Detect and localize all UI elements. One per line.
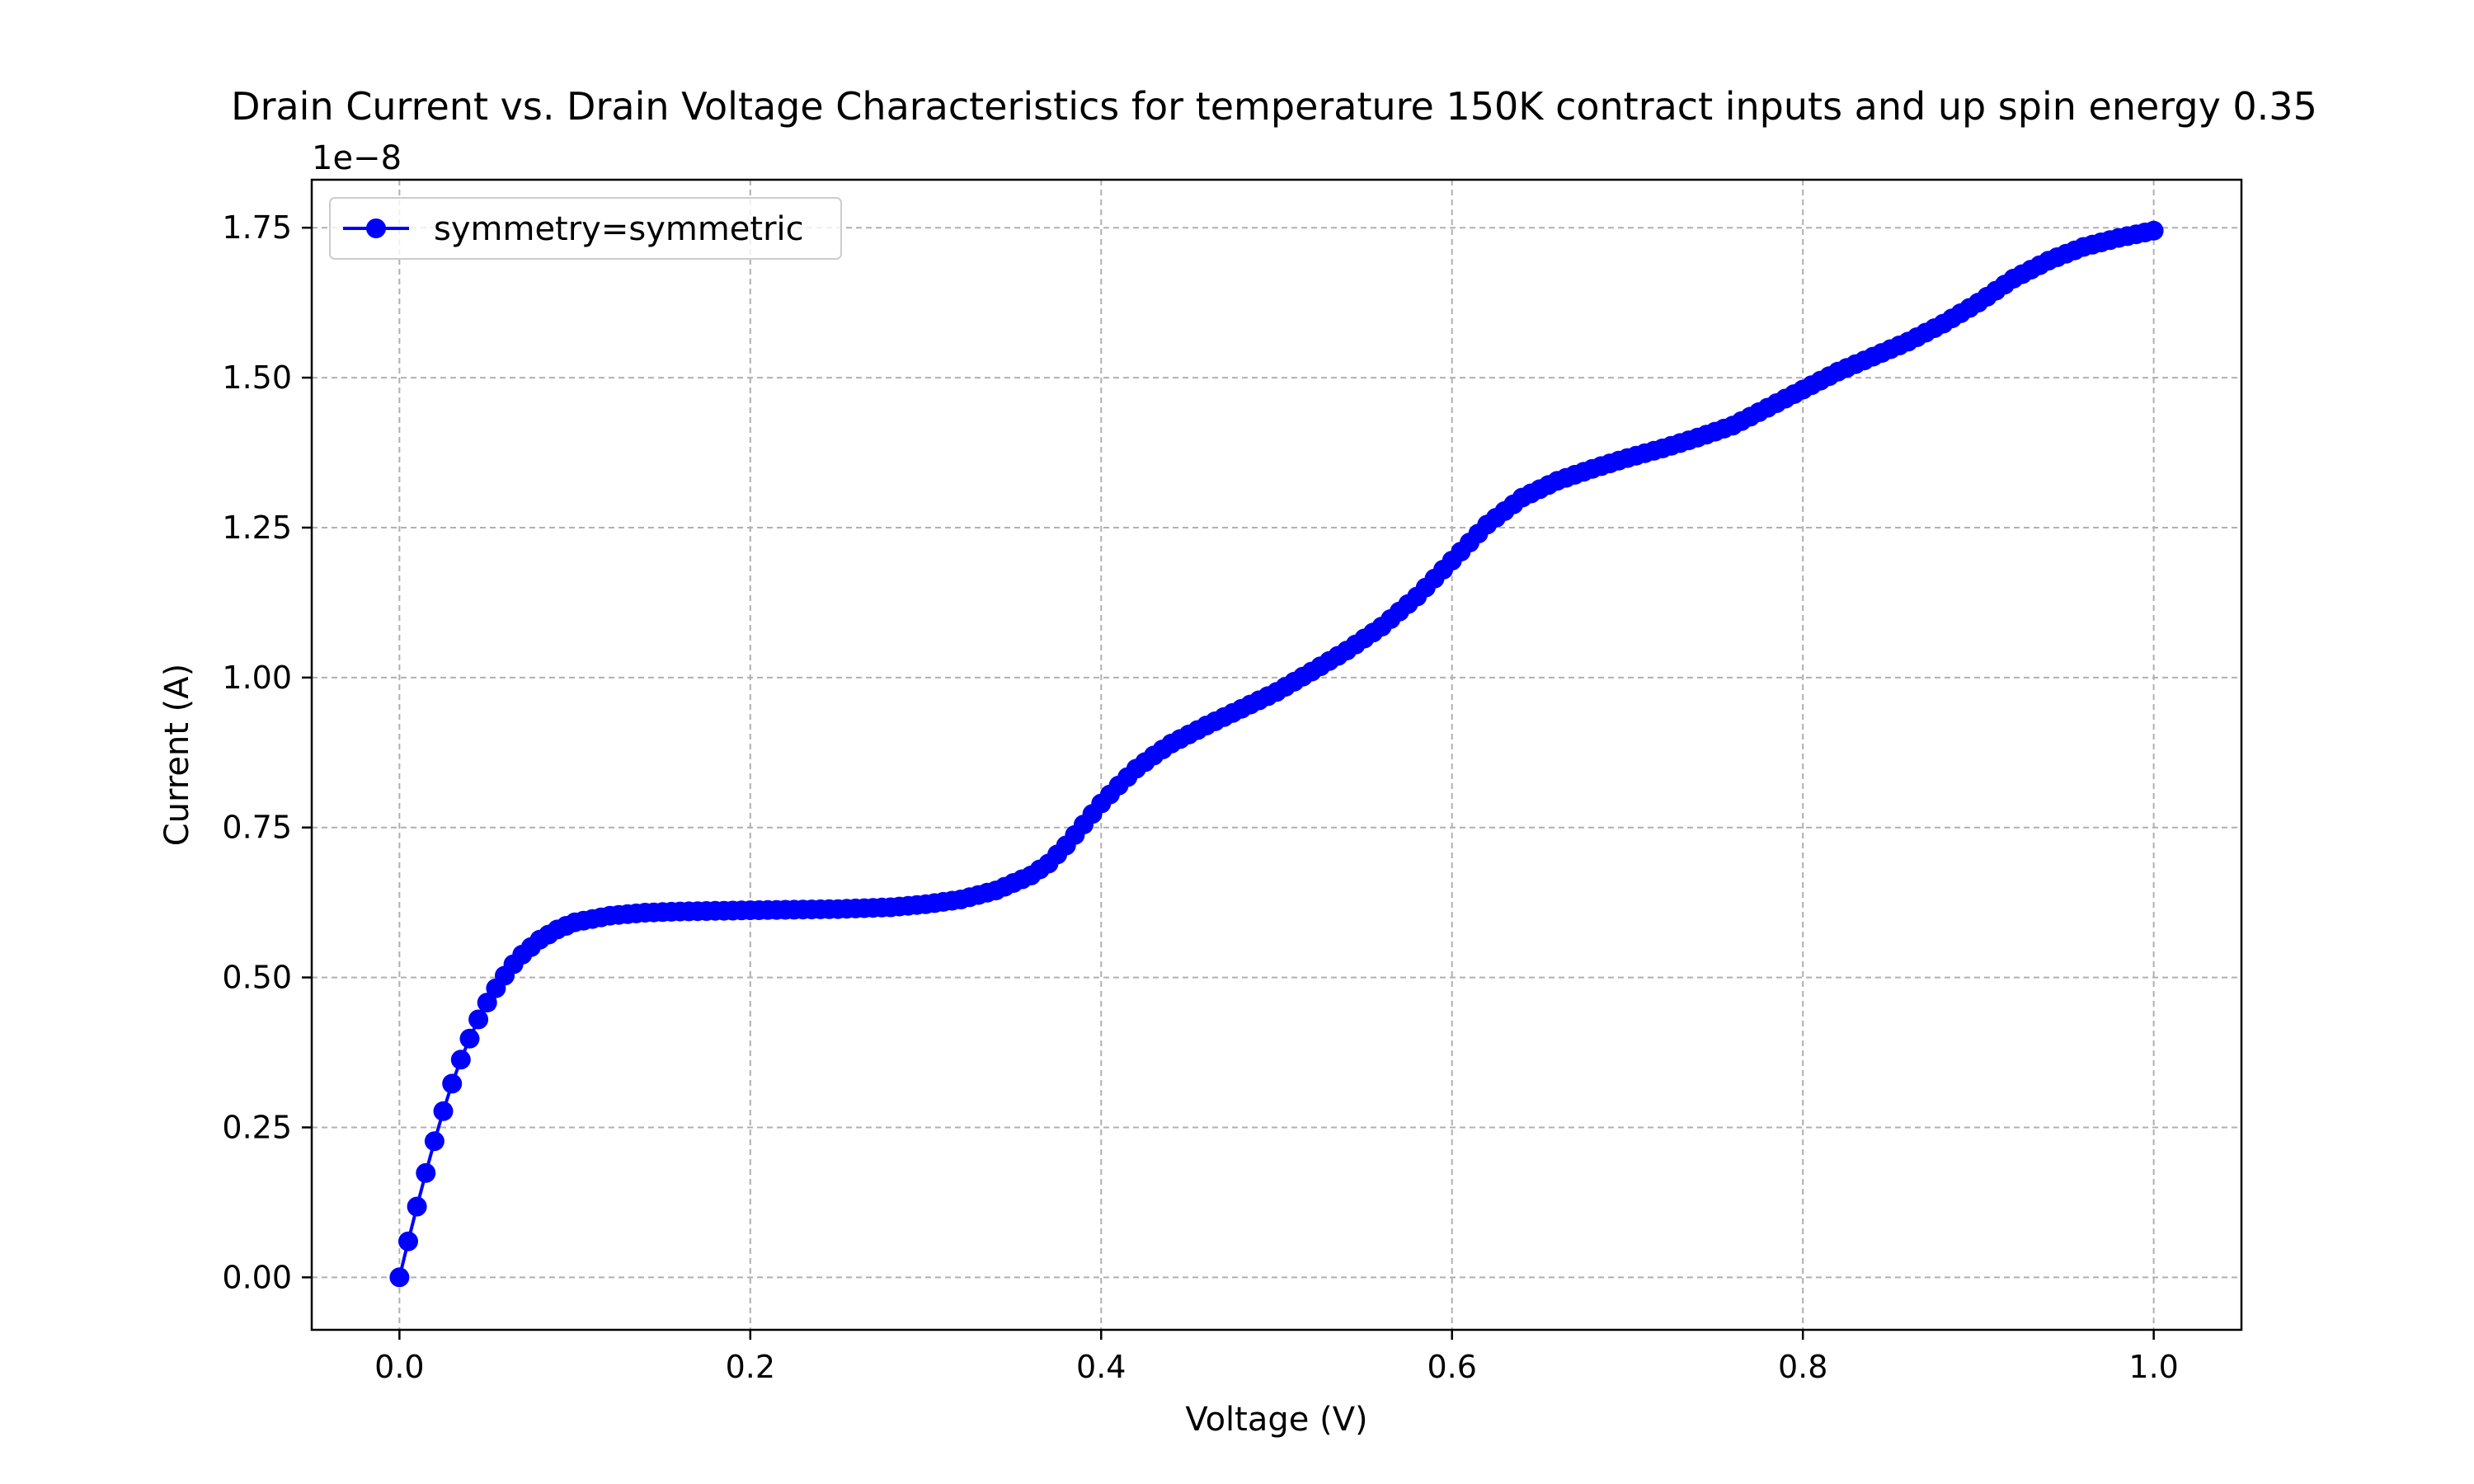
y-tick-label: 0.50 bbox=[222, 960, 292, 996]
y-tick-label: 0.75 bbox=[222, 810, 292, 846]
data-point bbox=[433, 1101, 454, 1121]
plot-area-frame bbox=[310, 178, 2243, 1331]
y-tick-label: 1.00 bbox=[222, 660, 292, 696]
y-tick-label: 1.75 bbox=[222, 209, 292, 246]
data-point bbox=[424, 1131, 444, 1152]
legend-marker-swatch bbox=[366, 218, 386, 238]
data-point bbox=[450, 1050, 471, 1070]
series-markers bbox=[389, 220, 2164, 1288]
x-tick-label: 0.8 bbox=[1778, 1349, 1827, 1385]
x-tick-label: 0.2 bbox=[726, 1349, 775, 1385]
x-axis-label: Voltage (V) bbox=[1185, 1401, 1367, 1439]
x-tick-label: 0.4 bbox=[1076, 1349, 1126, 1385]
series-line-layer bbox=[397, 228, 2155, 1278]
data-point bbox=[398, 1231, 418, 1252]
legend-box bbox=[329, 197, 842, 260]
axis-ticks: 0.0 0.2 0.4 0.6 0.8 1.0 0.00 0.25 0.50 0.75 1.00 1.… bbox=[222, 209, 2178, 1385]
legend-label: symmetry=symmetric bbox=[434, 210, 804, 248]
x-tick-label: 0.0 bbox=[374, 1349, 424, 1385]
y-axis-offset-label: 1e−8 bbox=[312, 139, 402, 177]
y-tick-label: 1.25 bbox=[222, 510, 292, 546]
legend: symmetry=symmetric bbox=[329, 197, 842, 260]
data-point bbox=[477, 993, 497, 1013]
data-point bbox=[407, 1196, 427, 1217]
y-tick-label: 1.50 bbox=[222, 359, 292, 396]
data-point bbox=[2143, 220, 2164, 241]
x-tick-label: 1.0 bbox=[2128, 1349, 2178, 1385]
data-point bbox=[442, 1073, 463, 1094]
data-point bbox=[416, 1162, 436, 1183]
data-point bbox=[468, 1009, 489, 1030]
grid bbox=[312, 180, 2241, 1330]
y-axis-label: Current (A) bbox=[158, 664, 196, 847]
y-tick-label: 0.00 bbox=[222, 1259, 292, 1295]
series-line bbox=[397, 228, 2155, 1278]
data-point bbox=[459, 1028, 480, 1049]
x-tick-label: 0.6 bbox=[1427, 1349, 1477, 1385]
chart-title: Drain Current vs. Drain Voltage Characte… bbox=[231, 84, 2317, 129]
y-tick-label: 0.25 bbox=[222, 1109, 292, 1145]
data-point bbox=[389, 1267, 410, 1288]
